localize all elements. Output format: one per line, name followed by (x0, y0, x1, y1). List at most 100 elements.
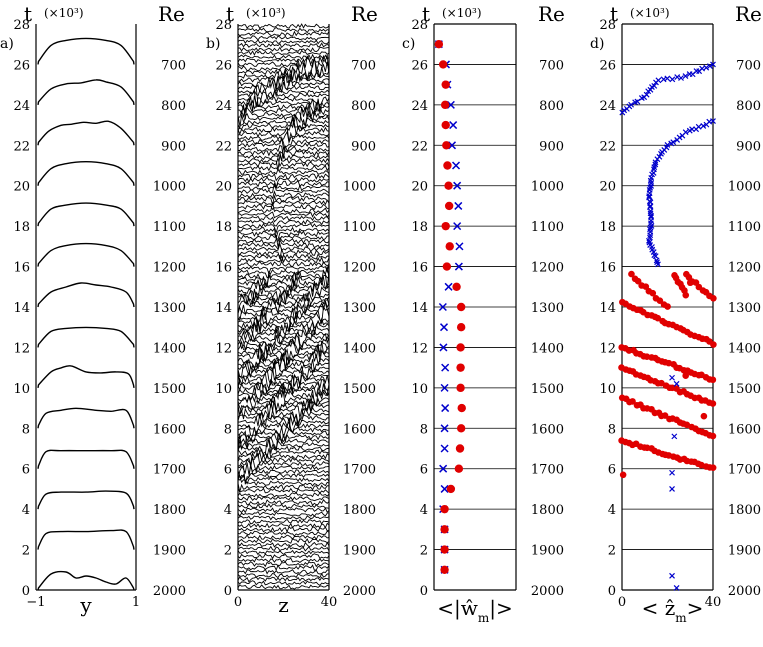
y-tick-label: 24 (599, 99, 616, 114)
data-point-dot (456, 343, 465, 352)
data-point-cross (439, 323, 449, 332)
data-point-dot (441, 80, 450, 89)
data-point-dot (443, 161, 452, 170)
velocity-profile (37, 242, 135, 267)
velocity-trace (237, 155, 330, 171)
track-cross (647, 226, 653, 233)
y-tick-label: 28 (13, 18, 30, 33)
data-point-cross (449, 121, 458, 130)
velocity-profile (37, 365, 135, 388)
velocity-trace (237, 270, 330, 289)
track-cross (647, 234, 653, 241)
velocity-trace (237, 190, 330, 200)
re-tick-label: 1200 (343, 261, 376, 276)
velocity-trace (237, 183, 330, 194)
data-point-dot (456, 323, 466, 332)
data-point-dot (456, 363, 465, 372)
track-cross (646, 239, 653, 246)
velocity-trace (237, 474, 330, 485)
re-tick-label: 700 (736, 58, 761, 73)
re-tick-label: 800 (539, 99, 564, 114)
velocity-trace (237, 254, 330, 264)
track-cross (673, 585, 680, 591)
re-tick-label: 1200 (531, 261, 564, 276)
track-cross (646, 237, 652, 244)
re-tick-label: 700 (161, 58, 186, 73)
re-tick-label: 1600 (343, 422, 376, 437)
data-point-dot (444, 201, 454, 211)
velocity-trace (237, 75, 330, 92)
track-cross (695, 123, 702, 130)
velocity-trace (237, 118, 330, 136)
re-tick-label: 1500 (531, 382, 564, 397)
re-tick-label: 1100 (728, 220, 761, 235)
re-tick-label: 2000 (531, 584, 564, 599)
data-point-dot (446, 484, 456, 494)
track-cross (678, 75, 684, 81)
y-tick-label: 0 (608, 584, 616, 599)
re-label: Re (538, 2, 565, 26)
velocity-trace (237, 114, 330, 132)
track-point (709, 432, 717, 440)
velocity-trace (237, 87, 330, 100)
velocity-trace (237, 180, 330, 189)
velocity-profile (37, 407, 135, 429)
track-point (661, 412, 669, 419)
re-tick-label: 2000 (343, 584, 376, 599)
track-point (664, 303, 671, 310)
re-tick-label: 800 (736, 99, 761, 114)
track-cross (710, 61, 716, 68)
velocity-trace (237, 373, 330, 394)
x-axis-label: < ẑm> (642, 596, 704, 625)
y-tick-label: 12 (411, 341, 428, 356)
track-cross (669, 469, 675, 476)
re-tick-label: 1500 (343, 382, 376, 397)
panel-d: d)t (×10³) Re02468101214161820222426282000… (590, 2, 762, 625)
y-tick-label: 4 (608, 503, 616, 518)
velocity-trace (237, 215, 330, 223)
velocity-trace (237, 102, 330, 120)
velocity-trace (237, 276, 330, 293)
y-tick-label: 24 (411, 99, 428, 114)
re-tick-label: 2000 (728, 584, 761, 599)
velocity-trace (237, 46, 330, 53)
velocity-trace (238, 266, 330, 279)
y-tick-label: 0 (22, 584, 30, 599)
velocity-trace (237, 503, 330, 509)
track-cross (621, 107, 628, 114)
re-label: Re (158, 2, 185, 26)
y-tick-label: 20 (215, 180, 232, 195)
velocity-trace (237, 309, 330, 328)
track-cross (670, 139, 677, 146)
track-point (709, 376, 717, 384)
y-tick-label: 18 (599, 220, 616, 235)
track-point (686, 279, 694, 287)
velocity-trace (237, 136, 330, 153)
velocity-trace (237, 236, 330, 245)
velocity-trace (237, 30, 330, 37)
track-cross (700, 123, 707, 129)
panel-label: b) (206, 36, 220, 52)
re-tick-label: 1000 (343, 180, 376, 195)
velocity-trace (237, 371, 330, 391)
velocity-trace (237, 545, 330, 552)
velocity-trace (237, 564, 330, 572)
velocity-trace (237, 150, 330, 161)
velocity-profile (37, 570, 135, 591)
velocity-trace (237, 395, 330, 413)
velocity-trace (237, 344, 330, 364)
velocity-trace (237, 491, 330, 498)
y-tick-label: 28 (599, 18, 616, 33)
velocity-profile (37, 160, 135, 186)
velocity-trace (237, 130, 330, 145)
velocity-trace (237, 203, 330, 211)
data-point-cross (440, 484, 449, 493)
velocity-trace (237, 184, 330, 192)
re-tick-label: 700 (351, 58, 376, 73)
y-tick-label: 18 (13, 220, 30, 235)
data-point-dot (440, 545, 449, 554)
track-point (628, 270, 635, 278)
velocity-trace (237, 515, 330, 521)
re-tick-label: 800 (351, 99, 376, 114)
velocity-trace (237, 381, 330, 401)
